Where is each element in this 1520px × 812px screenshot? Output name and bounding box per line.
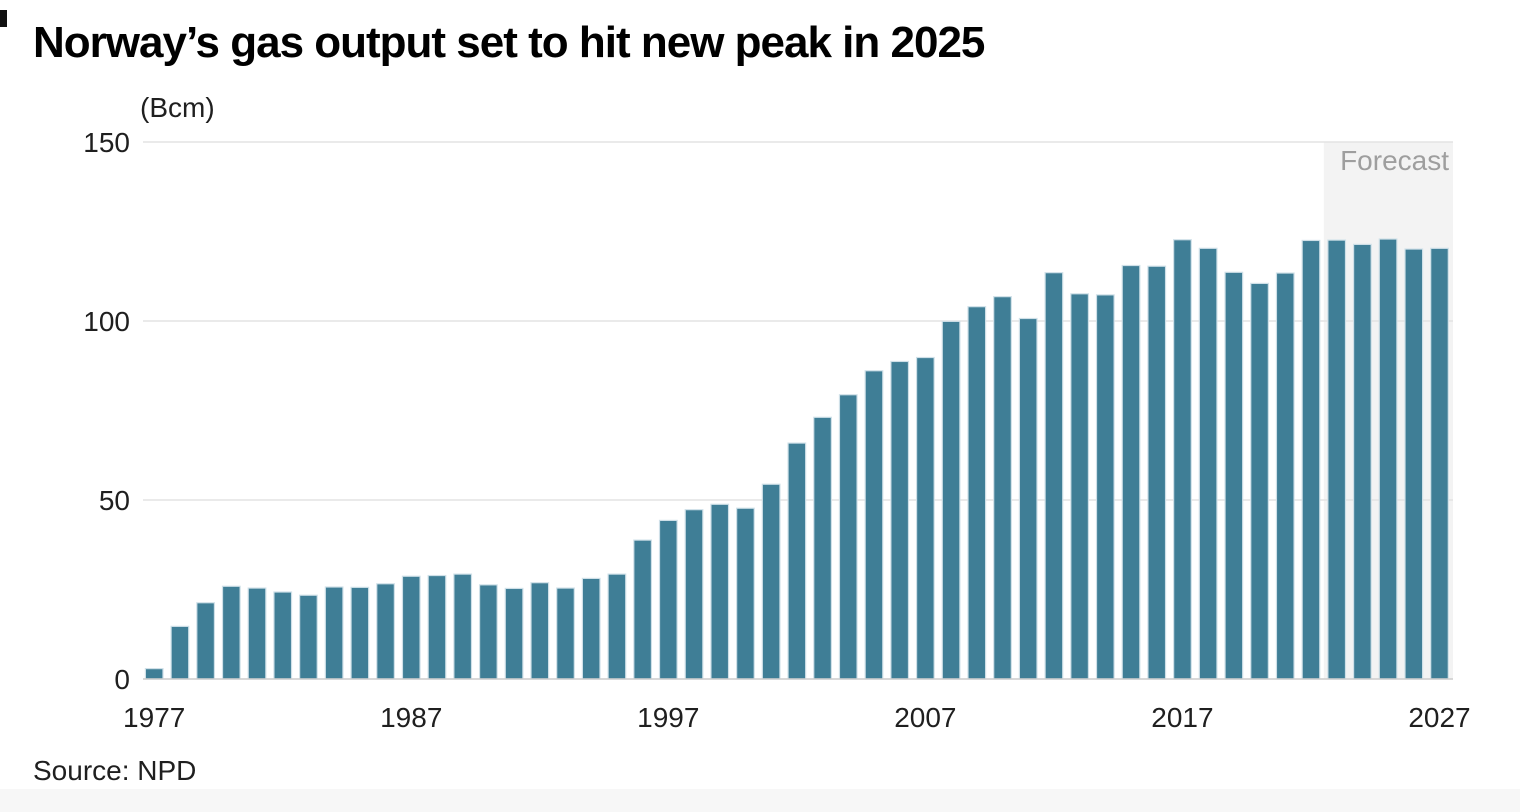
bar-1991 xyxy=(504,587,524,680)
bar-2009 xyxy=(967,306,987,680)
bar-2026 xyxy=(1404,248,1424,680)
bar-2007 xyxy=(915,356,935,680)
y-tick-label-150: 150 xyxy=(83,127,130,158)
bar-2021 xyxy=(1275,272,1295,680)
bar-2002 xyxy=(787,442,807,680)
bar-1983 xyxy=(299,594,318,680)
y-tick-label-100: 100 xyxy=(83,306,130,337)
bar-2006 xyxy=(890,360,910,680)
bar-2020 xyxy=(1250,282,1269,680)
bar-1981 xyxy=(247,587,267,680)
bar-1990 xyxy=(478,584,498,680)
bar-2019 xyxy=(1224,271,1244,680)
bar-1996 xyxy=(633,539,653,680)
bar-1988 xyxy=(427,574,447,680)
bar-2011 xyxy=(1018,317,1038,680)
y-tick-label-50: 50 xyxy=(99,485,130,516)
bar-1985 xyxy=(350,586,370,680)
bar-2008 xyxy=(941,320,961,680)
chart-title: Norway’s gas output set to hit new peak … xyxy=(33,18,985,67)
bar-2023 xyxy=(1327,239,1347,680)
bar-2010 xyxy=(993,296,1012,680)
x-tick-label-1997: 1997 xyxy=(637,702,699,733)
forecast-label: Forecast xyxy=(1340,145,1449,176)
bar-1979 xyxy=(196,602,216,680)
bar-1994 xyxy=(581,577,601,680)
bar-2003 xyxy=(813,416,832,680)
bar-1989 xyxy=(453,573,473,680)
bar-2025 xyxy=(1378,238,1398,680)
bar-2001 xyxy=(761,483,781,680)
edge-artifact-mark xyxy=(0,10,7,27)
source-note: Source: NPD xyxy=(33,755,197,786)
bar-2027 xyxy=(1430,247,1449,680)
bar-2016 xyxy=(1147,265,1167,680)
bar-1978 xyxy=(170,625,190,680)
bar-2017 xyxy=(1173,239,1192,680)
x-tick-label-2007: 2007 xyxy=(894,702,956,733)
bar-1984 xyxy=(324,586,344,680)
bar-2013 xyxy=(1070,293,1090,680)
x-tick-label-2027: 2027 xyxy=(1408,702,1470,733)
bar-2004 xyxy=(838,394,858,680)
bar-2015 xyxy=(1121,264,1141,680)
bar-1977 xyxy=(144,668,164,680)
x-tick-label-2017: 2017 xyxy=(1151,702,1213,733)
footer-strip xyxy=(0,789,1520,812)
bar-1995 xyxy=(607,573,627,680)
bar-2018 xyxy=(1198,247,1218,680)
x-tick-label-1987: 1987 xyxy=(380,702,442,733)
bar-1982 xyxy=(273,591,293,680)
bar-1986 xyxy=(376,583,395,680)
bar-1987 xyxy=(401,575,421,680)
bar-2014 xyxy=(1095,294,1115,680)
bar-1980 xyxy=(221,585,241,680)
bar-1999 xyxy=(710,503,730,680)
y-tick-label-0: 0 xyxy=(114,664,130,695)
bar-1997 xyxy=(658,519,678,680)
bar-1998 xyxy=(684,509,704,680)
y-axis-unit-label: (Bcm) xyxy=(140,92,215,123)
bar-1993 xyxy=(556,587,575,680)
bar-2012 xyxy=(1044,272,1064,680)
bar-2022 xyxy=(1301,239,1321,680)
bar-2005 xyxy=(864,370,884,680)
x-tick-label-1977: 1977 xyxy=(123,702,185,733)
bar-2000 xyxy=(736,507,755,680)
bar-2024 xyxy=(1352,243,1372,680)
bar-1992 xyxy=(530,582,550,680)
